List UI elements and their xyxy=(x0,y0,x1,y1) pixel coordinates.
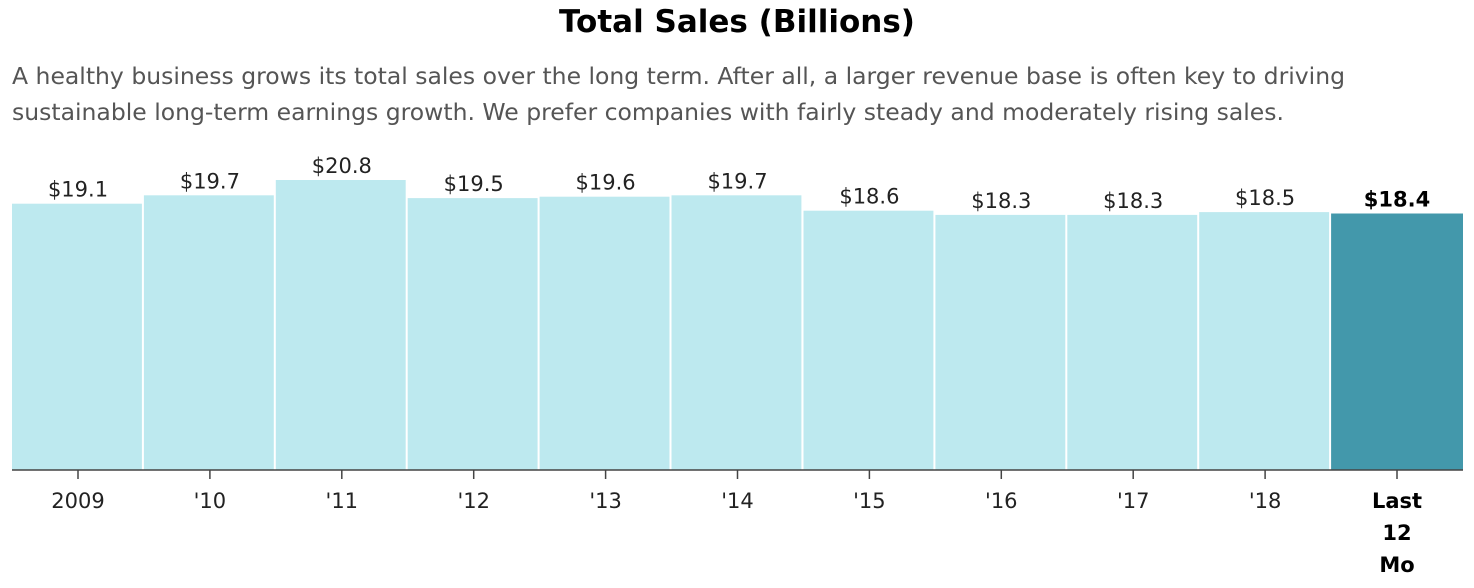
bar-0 xyxy=(12,203,142,470)
value-label-3: $19.5 xyxy=(444,172,504,196)
x-tick-label-2: '11 xyxy=(326,489,359,513)
chart-description: A healthy business grows its total sales… xyxy=(12,62,1346,126)
value-labels-layer: $19.1 $19.7 $20.8 $19.5 $19.6 $19.7 $18.6 $18.3… xyxy=(48,154,1430,213)
bar-5 xyxy=(671,195,802,471)
value-label-7: $18.3 xyxy=(971,189,1031,213)
x-tick-label-3: '12 xyxy=(457,489,490,513)
x-tick-label-0: 2009 xyxy=(51,489,104,513)
x-tick-label-7: '16 xyxy=(985,489,1018,513)
value-label-10: $18.4 xyxy=(1364,188,1430,212)
x-tick-label-4: '13 xyxy=(589,489,622,513)
value-label-0: $19.1 xyxy=(48,178,108,202)
bar-8 xyxy=(1067,214,1198,470)
bars-layer xyxy=(12,180,1463,471)
bar-2 xyxy=(275,180,406,470)
x-axis-ticks-layer: 2009 '10 '11 '12 '13 '14 '15 '16 '17 '18 Last 12 Mo xyxy=(51,470,1422,577)
x-tick-label-6: '15 xyxy=(853,489,886,513)
bar-7 xyxy=(935,214,1066,470)
bar-10 xyxy=(1331,213,1463,470)
bar-3 xyxy=(407,198,538,470)
bar-9 xyxy=(1199,212,1330,470)
bar-1 xyxy=(143,195,274,471)
bar-6 xyxy=(803,210,934,470)
x-tick-label-9: '18 xyxy=(1249,489,1282,513)
x-tick-label-5: '14 xyxy=(721,489,754,513)
x-tick-label-8: '17 xyxy=(1117,489,1150,513)
value-label-5: $19.7 xyxy=(707,169,767,193)
value-label-4: $19.6 xyxy=(576,171,636,195)
x-tick-label-10: Last 12 Mo xyxy=(1372,489,1422,577)
bar-4 xyxy=(539,196,670,470)
chart-title: Total Sales (Billions) xyxy=(559,4,915,40)
x-tick-label-1: '10 xyxy=(194,489,227,513)
value-label-2: $20.8 xyxy=(312,154,372,178)
value-label-6: $18.6 xyxy=(839,185,899,209)
value-label-9: $18.5 xyxy=(1235,186,1295,210)
value-label-1: $19.7 xyxy=(180,169,240,193)
value-label-8: $18.3 xyxy=(1103,189,1163,213)
